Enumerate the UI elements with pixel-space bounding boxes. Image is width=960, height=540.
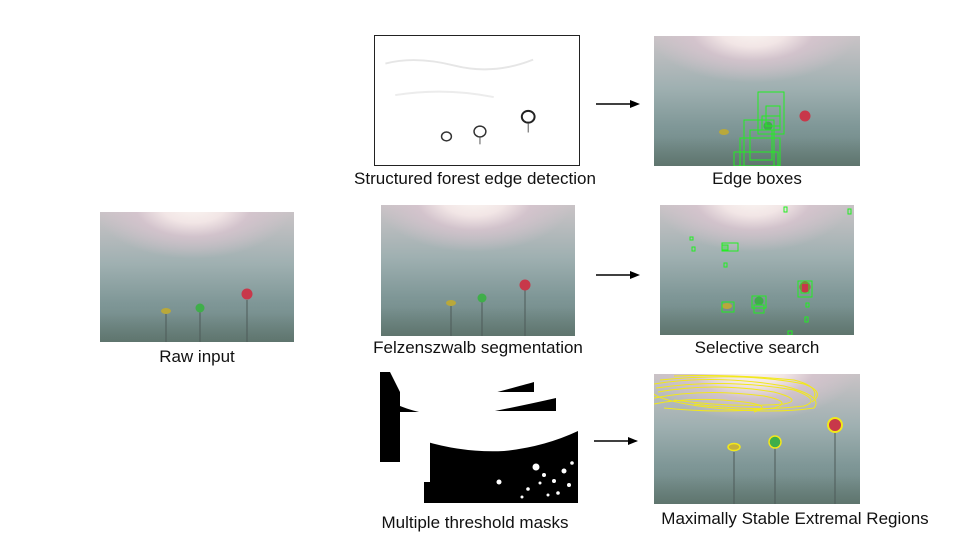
mser-image bbox=[654, 374, 860, 504]
edge-map bbox=[385, 58, 536, 145]
threshold-mask-front bbox=[424, 411, 578, 503]
raw-input-caption: Raw input bbox=[159, 347, 235, 366]
selective-search-image bbox=[660, 205, 854, 335]
edge-boxes-image bbox=[654, 36, 860, 166]
selective-search-caption: Selective search bbox=[694, 338, 820, 357]
selective-search-overlay bbox=[689, 206, 852, 335]
yellow-buoy bbox=[161, 308, 171, 314]
edge-detection-caption: Structured forest edge detection bbox=[354, 169, 596, 188]
mser-regions bbox=[654, 375, 818, 413]
felzenszwalb-caption: Felzenszwalb segmentation bbox=[373, 338, 583, 357]
threshold-masks-caption: Multiple threshold masks bbox=[381, 513, 569, 532]
felzenszwalb-image bbox=[381, 205, 575, 336]
mser-overlay bbox=[654, 375, 843, 504]
proposal-boxes bbox=[689, 206, 852, 335]
arrow-edge-to-boxes bbox=[596, 100, 640, 108]
raw-input-buoys bbox=[161, 288, 253, 342]
felzenszwalb-buoys bbox=[446, 279, 531, 336]
arrow-masks-to-mser bbox=[594, 437, 638, 445]
raw-input-image bbox=[100, 212, 294, 342]
arrow-segmentation-to-search bbox=[596, 271, 640, 279]
mser-caption: Maximally Stable Extremal Regions bbox=[661, 509, 929, 528]
green-buoy bbox=[195, 303, 205, 313]
edge-boxes-caption: Edge boxes bbox=[712, 169, 802, 188]
red-buoy bbox=[241, 288, 253, 300]
edge-boxes-overlay bbox=[719, 91, 811, 166]
edge-detection-image bbox=[374, 35, 580, 166]
proposal-boxes bbox=[733, 91, 785, 166]
